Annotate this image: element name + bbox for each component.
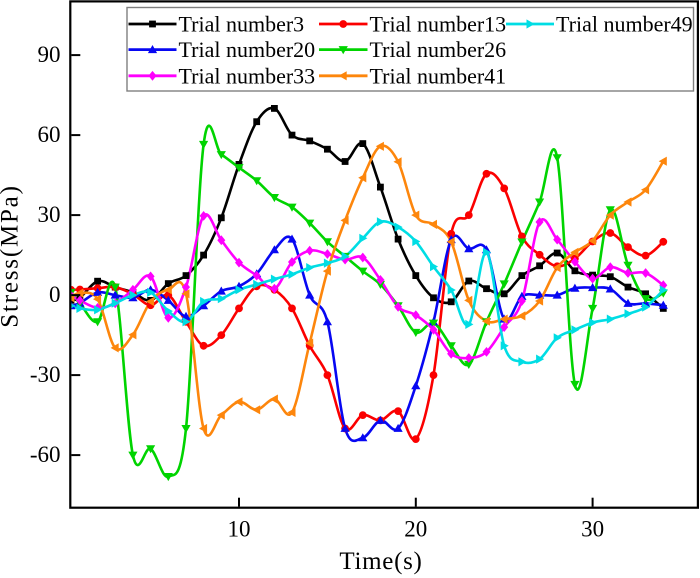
- svg-text:Trial number13: Trial number13: [370, 12, 507, 37]
- svg-text:Trial number49: Trial number49: [556, 12, 693, 37]
- svg-text:-30: -30: [30, 362, 61, 387]
- svg-text:60: 60: [38, 122, 61, 147]
- svg-text:20: 20: [404, 517, 427, 542]
- svg-text:Trial number33: Trial number33: [179, 63, 316, 88]
- svg-text:Trial number20: Trial number20: [179, 37, 316, 62]
- svg-text:10: 10: [228, 517, 251, 542]
- svg-text:-60: -60: [30, 442, 61, 467]
- svg-text:Trial number41: Trial number41: [370, 63, 507, 88]
- svg-text:30: 30: [581, 517, 604, 542]
- svg-text:Trial number3: Trial number3: [179, 12, 305, 37]
- svg-text:Time(s): Time(s): [339, 548, 422, 575]
- svg-text:90: 90: [38, 42, 61, 67]
- svg-text:0: 0: [49, 282, 61, 307]
- svg-text:Stress(MPa): Stress(MPa): [0, 184, 24, 327]
- svg-text:Trial number26: Trial number26: [370, 37, 507, 62]
- svg-text:30: 30: [38, 202, 61, 227]
